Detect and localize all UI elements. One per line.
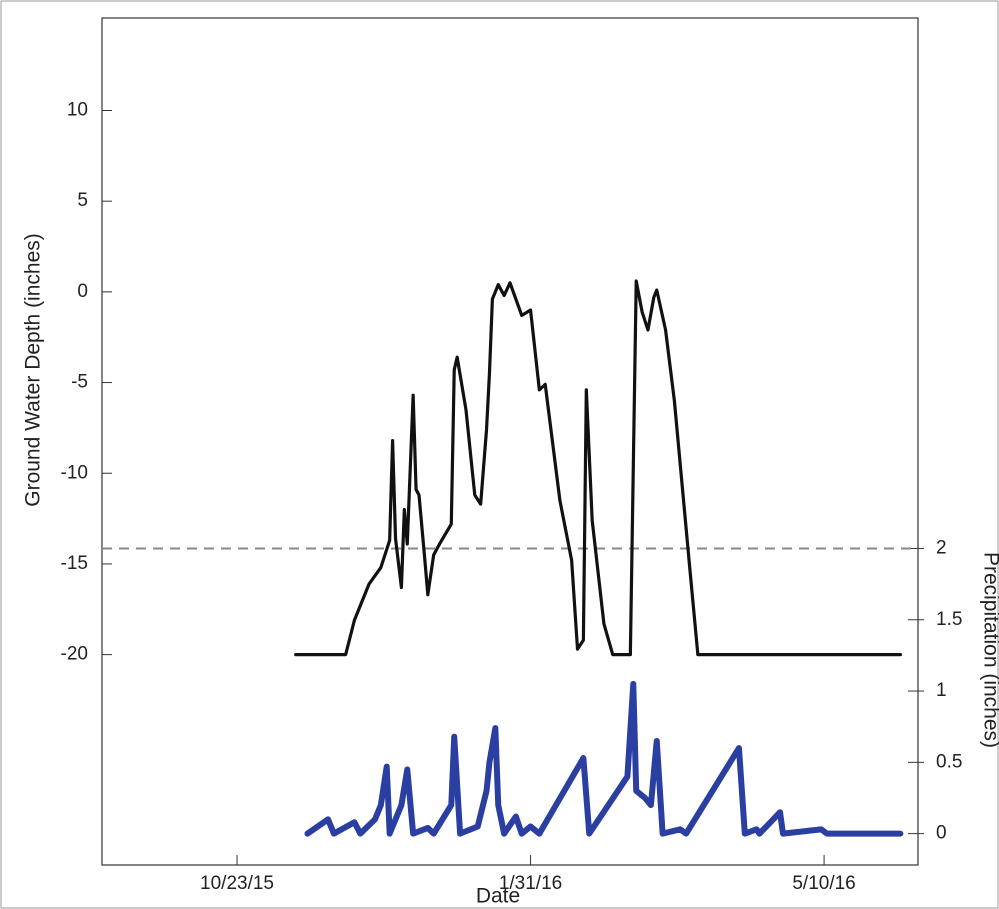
y-tick-label: -20 [61, 644, 88, 665]
groundwater-line [294, 279, 902, 657]
x-tick-label: 5/10/16 [792, 873, 855, 894]
y2-tick-label: 2 [936, 537, 947, 558]
precipitation-line [304, 680, 904, 837]
y-tick-label: 0 [77, 281, 88, 302]
y2-axis-title: Precipitation (inches) [979, 552, 999, 748]
x-axis-title: Date [476, 885, 520, 908]
y-tick-label: -15 [61, 553, 88, 574]
y2-tick-label: 0 [936, 823, 947, 844]
y-tick-label: 10 [67, 100, 88, 121]
y-tick-label: 5 [77, 190, 88, 211]
y2-tick-label: 0.5 [936, 751, 962, 772]
plot-area [101, 17, 919, 866]
x-tick-label: 1/31/16 [499, 873, 562, 894]
y-tick-label: -5 [71, 372, 88, 393]
y-axis-title: Ground Water Depth (inches) [22, 233, 45, 507]
x-tick-label: 10/23/15 [200, 873, 274, 894]
y-tick-label: -10 [61, 462, 88, 483]
y2-tick-label: 1 [936, 680, 947, 701]
y2-tick-label: 1.5 [936, 609, 962, 630]
